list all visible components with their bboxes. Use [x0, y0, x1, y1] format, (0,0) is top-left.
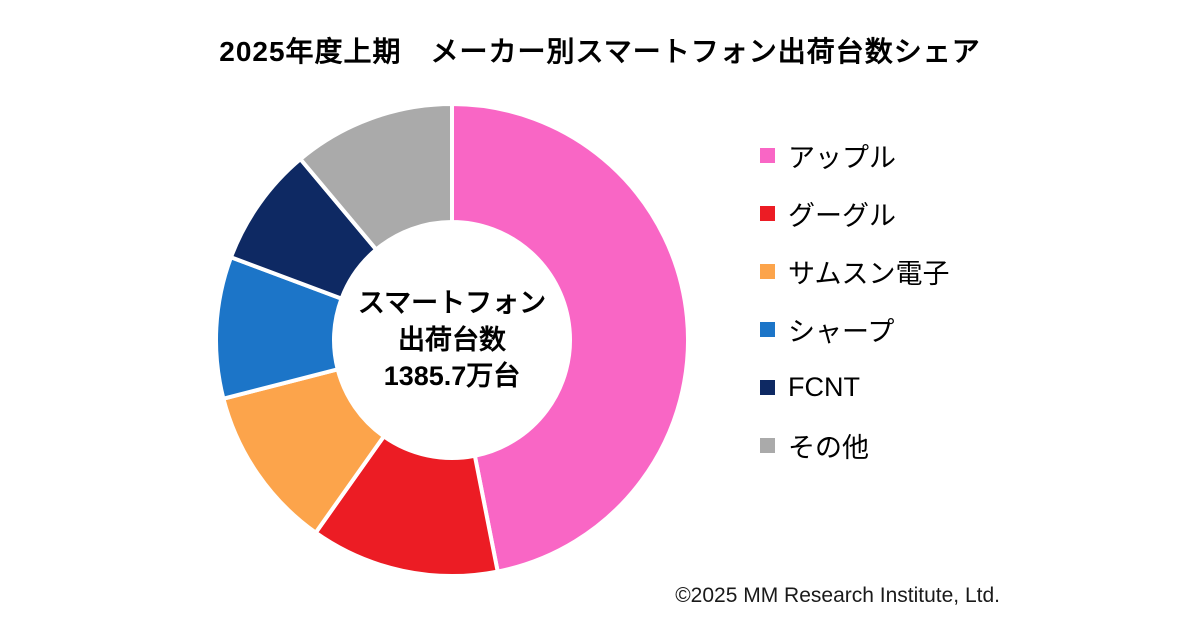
legend-swatch: [760, 379, 775, 395]
donut-svg: [213, 102, 690, 578]
legend-swatch: [760, 205, 775, 221]
legend-swatch: [760, 437, 775, 453]
legend-label: サムスン電子: [788, 258, 950, 289]
legend-item-3: シャープ: [760, 312, 949, 347]
legend-label: その他: [788, 432, 869, 463]
legend-label: FCNT: [788, 371, 860, 402]
legend: アップルグーグルサムスン電子 シャープ FCNT その他: [760, 138, 949, 486]
donut-segment-5: [298, 102, 454, 252]
copyright: ©2025 MM Research Institute, Ltd.: [675, 584, 1000, 607]
legend-item-5: その他: [760, 428, 949, 463]
legend-item-2: サムスン電子: [760, 254, 950, 289]
donut-segment-0: [450, 102, 690, 574]
legend-item-0: アップル: [760, 138, 949, 173]
legend-label: シャープ: [788, 316, 895, 347]
legend-swatch: [760, 321, 775, 337]
chart-title: 2025年度上期 メーカー別スマートフォン出荷台数シェア: [219, 36, 981, 67]
donut-chart: スマートフォン 出荷台数 1385.7万台: [210, 98, 694, 582]
legend-label: アップル: [788, 142, 896, 173]
legend-swatch: [760, 147, 775, 163]
legend-swatch: [760, 263, 775, 279]
legend-label: グーグル: [788, 200, 896, 231]
legend-item-4: FCNT: [760, 370, 949, 404]
legend-item-1: グーグル: [760, 196, 949, 231]
